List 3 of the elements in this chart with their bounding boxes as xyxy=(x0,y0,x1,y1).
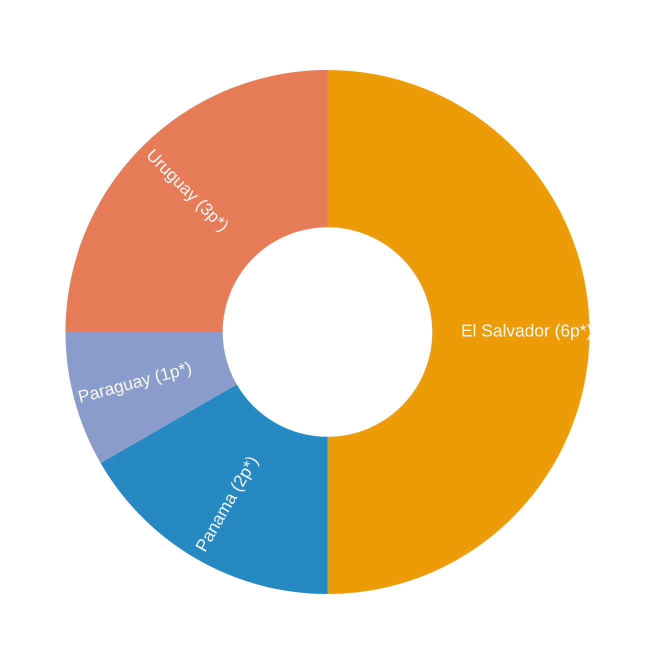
donut-slice xyxy=(328,70,590,594)
slice-label: Paraguay (1p*) xyxy=(78,360,193,406)
donut-slice xyxy=(66,70,328,332)
